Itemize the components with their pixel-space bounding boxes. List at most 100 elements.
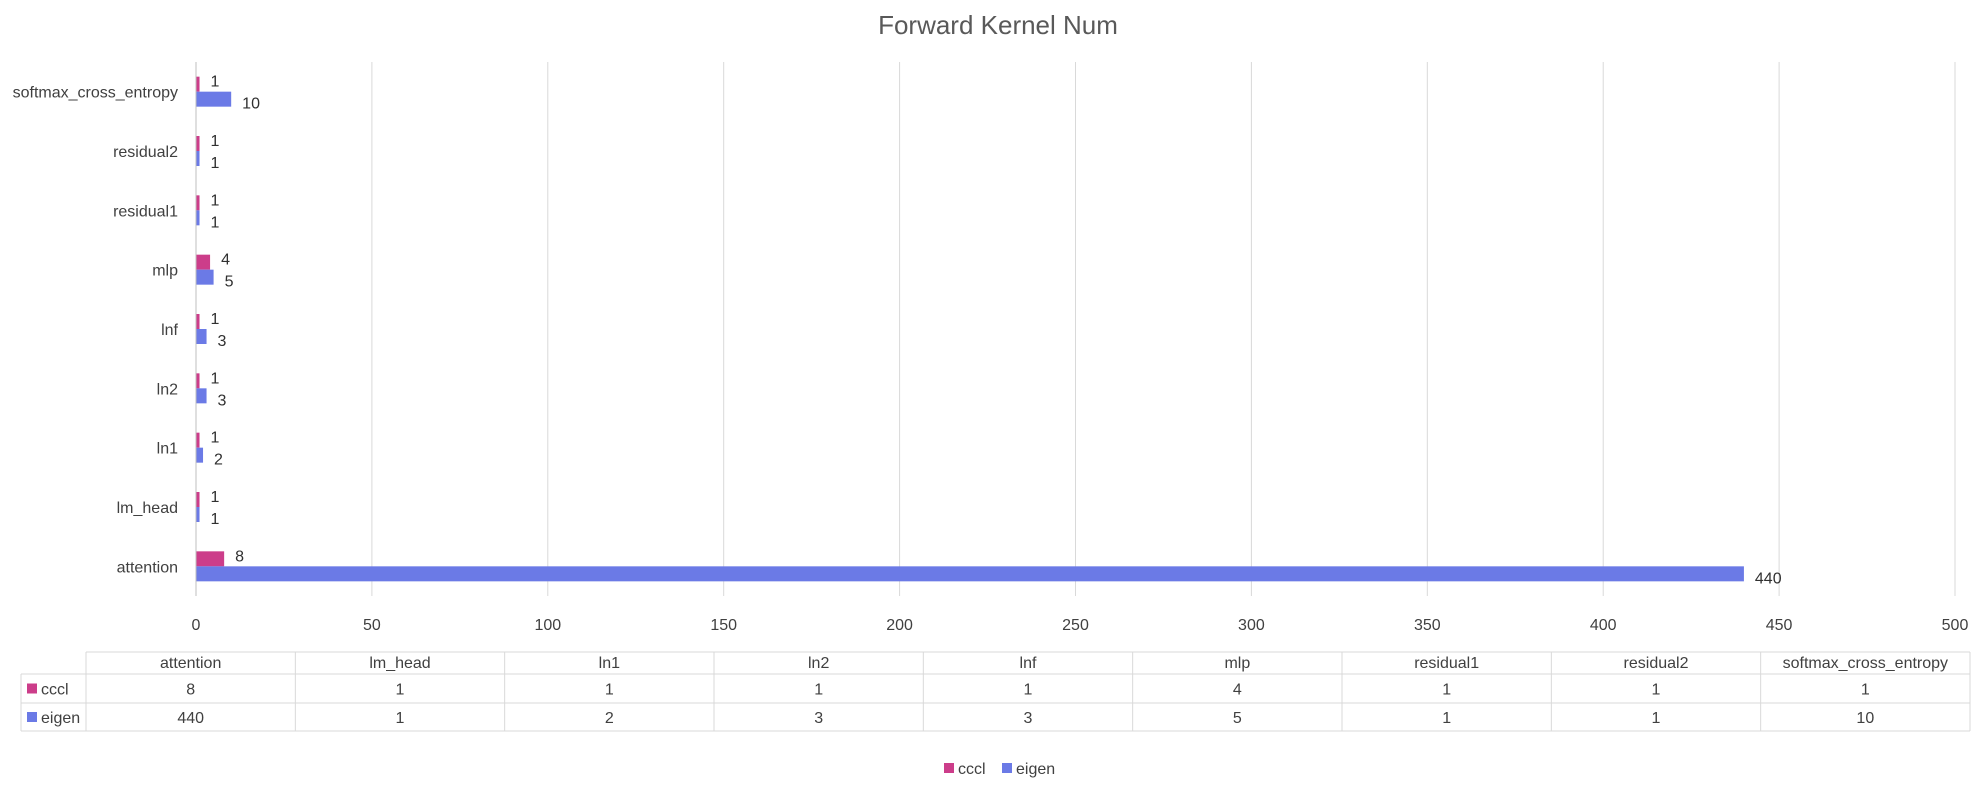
x-tick-label: 50 bbox=[363, 617, 381, 634]
table-cell: 1 bbox=[1442, 682, 1451, 699]
data-label-eigen: 440 bbox=[1755, 570, 1782, 587]
table-cell: 5 bbox=[1233, 710, 1242, 727]
bar-eigen bbox=[196, 507, 200, 522]
gridline-group bbox=[371, 62, 1956, 596]
legend-label-cccl: cccl bbox=[958, 761, 986, 778]
legend: cccl eigen bbox=[944, 761, 1055, 778]
data-label-eigen: 3 bbox=[218, 333, 227, 350]
category-label: lm_head bbox=[117, 500, 178, 517]
x-tick-label: 100 bbox=[534, 617, 561, 634]
table-cell: 1 bbox=[396, 682, 405, 699]
table-cell: 4 bbox=[1233, 682, 1242, 699]
category-label: residual2 bbox=[113, 144, 178, 161]
data-label-cccl: 1 bbox=[211, 192, 220, 209]
bar-cccl bbox=[196, 551, 225, 567]
bar-eigen bbox=[196, 269, 214, 285]
table-cell: 1 bbox=[1652, 682, 1661, 699]
table-header-cell: softmax_cross_entropy bbox=[1783, 655, 1948, 672]
bar-eigen bbox=[196, 329, 207, 344]
category-label: mlp bbox=[152, 263, 178, 280]
data-label-eigen: 2 bbox=[214, 452, 223, 469]
category-label: ln1 bbox=[157, 441, 178, 458]
table-cell: 3 bbox=[1024, 710, 1033, 727]
data-label-group: 8 440 1 1 1 2 1 3 1 3 4 5 1 1 1 1 1 10 bbox=[211, 74, 1782, 588]
table-cell: 1 bbox=[605, 682, 614, 699]
table-cell: 1 bbox=[396, 710, 405, 727]
table-header-cell: residual1 bbox=[1414, 655, 1479, 672]
data-label-cccl: 4 bbox=[221, 252, 230, 269]
bar-group bbox=[196, 76, 1744, 582]
table-header-cell: residual2 bbox=[1624, 655, 1689, 672]
data-label-eigen: 3 bbox=[218, 392, 227, 409]
bar-cccl bbox=[196, 314, 200, 329]
bar-cccl bbox=[196, 492, 200, 507]
table-legend-key-eigen bbox=[27, 712, 37, 722]
category-label: lnf bbox=[161, 322, 178, 339]
axis-group: 0 50 100 150 200 250 300 350 400 450 500 attention l… bbox=[13, 62, 1969, 634]
category-label: softmax_cross_entropy bbox=[13, 85, 178, 102]
data-label-eigen: 1 bbox=[211, 511, 220, 528]
data-label-cccl: 1 bbox=[211, 370, 220, 387]
bar-cccl bbox=[196, 373, 200, 389]
category-label: attention bbox=[117, 559, 178, 576]
bar-cccl bbox=[196, 432, 200, 448]
table-header-cell: attention bbox=[160, 655, 221, 672]
x-tick-label: 400 bbox=[1590, 617, 1617, 634]
bar-eigen bbox=[196, 447, 204, 463]
x-tick-label: 0 bbox=[192, 617, 201, 634]
data-label-cccl: 8 bbox=[235, 548, 244, 565]
legend-swatch-eigen bbox=[1002, 763, 1012, 773]
table-cell: 3 bbox=[814, 710, 823, 727]
data-label-cccl: 1 bbox=[211, 430, 220, 447]
data-label-eigen: 5 bbox=[225, 274, 234, 291]
legend-label-eigen: eigen bbox=[1016, 761, 1055, 778]
bar-eigen bbox=[196, 388, 207, 404]
table-cell: 1 bbox=[1442, 710, 1451, 727]
x-tick-label: 250 bbox=[1062, 617, 1089, 634]
data-label-cccl: 1 bbox=[211, 74, 220, 91]
table-header-cell: lm_head bbox=[369, 655, 430, 672]
x-tick-label: 150 bbox=[710, 617, 737, 634]
data-table: attention lm_head ln1 ln2 lnf mlp residual1 res… bbox=[20, 651, 1971, 732]
table-cell: 440 bbox=[177, 710, 204, 727]
x-tick-label: 450 bbox=[1766, 617, 1793, 634]
x-tick-label: 300 bbox=[1238, 617, 1265, 634]
table-cell: 1 bbox=[1861, 682, 1870, 699]
data-label-cccl: 1 bbox=[211, 489, 220, 506]
x-tick-label: 350 bbox=[1414, 617, 1441, 634]
table-legend-key-cccl bbox=[27, 683, 37, 694]
table-cell: 1 bbox=[1652, 710, 1661, 727]
data-label-eigen: 1 bbox=[211, 214, 220, 231]
table-header-cell: lnf bbox=[1020, 655, 1037, 672]
chart-title: Forward Kernel Num bbox=[878, 10, 1118, 40]
table-cell: 1 bbox=[814, 682, 823, 699]
table-row-label: eigen bbox=[41, 710, 80, 727]
category-label: residual1 bbox=[113, 203, 178, 220]
legend-swatch-cccl bbox=[944, 763, 954, 773]
data-label-cccl: 1 bbox=[211, 133, 220, 150]
bar-eigen bbox=[196, 210, 200, 226]
table-cell: 2 bbox=[605, 710, 614, 727]
bar-cccl bbox=[196, 76, 200, 92]
table-header-cell: mlp bbox=[1224, 655, 1250, 672]
table-header-cell: ln1 bbox=[599, 655, 620, 672]
data-label-eigen: 10 bbox=[242, 96, 260, 113]
table-row-label: cccl bbox=[41, 682, 69, 699]
table-cell: 8 bbox=[186, 682, 195, 699]
bar-cccl bbox=[196, 254, 211, 270]
x-tick-label: 200 bbox=[886, 617, 913, 634]
bar-eigen bbox=[196, 91, 232, 107]
data-label-eigen: 1 bbox=[211, 155, 220, 172]
table-cell: 1 bbox=[1024, 682, 1033, 699]
data-label-cccl: 1 bbox=[211, 311, 220, 328]
table-header-cell: ln2 bbox=[808, 655, 829, 672]
table-cell: 10 bbox=[1856, 710, 1874, 727]
bar-eigen bbox=[196, 151, 200, 166]
category-label: ln2 bbox=[157, 381, 178, 398]
bar-cccl bbox=[196, 136, 200, 151]
bar-eigen bbox=[196, 566, 1744, 582]
x-tick-label: 500 bbox=[1942, 617, 1969, 634]
bar-cccl bbox=[196, 195, 200, 211]
